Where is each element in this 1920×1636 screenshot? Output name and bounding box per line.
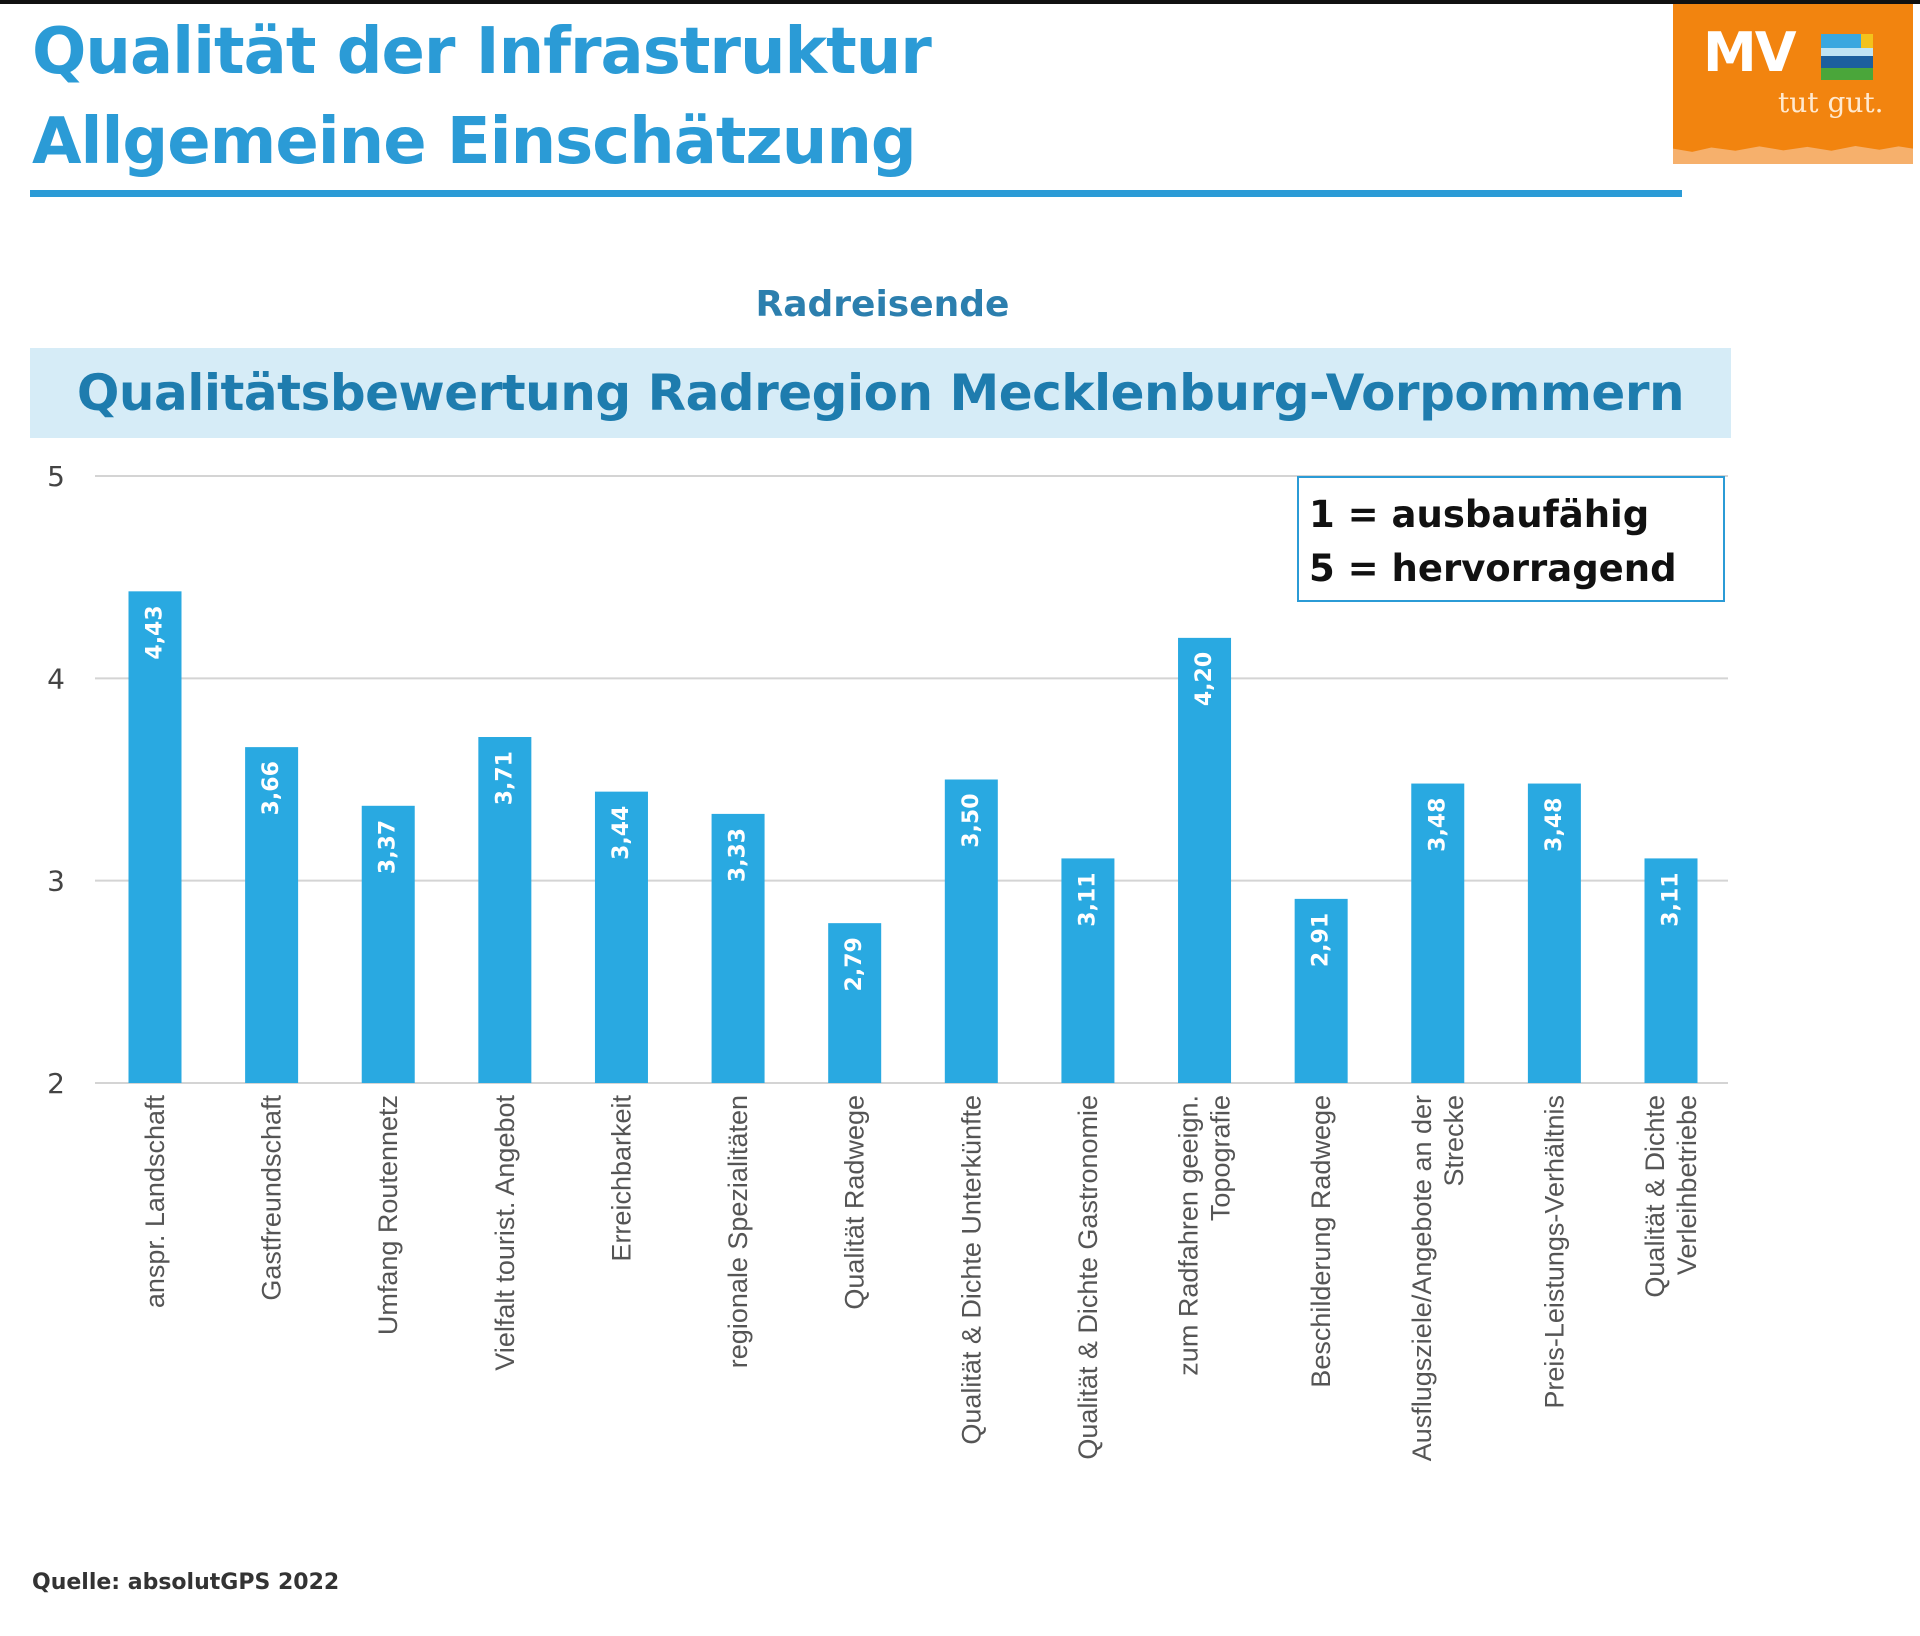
data-label: 3,48	[1542, 798, 1567, 852]
bar	[1061, 858, 1115, 1083]
data-label: 3,11	[1659, 872, 1684, 926]
category-label: Umfang Routennetz	[373, 1095, 403, 1335]
data-label: 3,37	[376, 820, 401, 874]
category-label: Strecke	[1439, 1095, 1469, 1187]
data-label: 4,20	[1192, 652, 1217, 706]
data-label: 3,11	[1075, 872, 1100, 926]
y-tick-label: 5	[47, 460, 65, 493]
source-note: Quelle: absolutGPS 2022	[32, 1570, 340, 1595]
bar	[711, 813, 765, 1083]
category-label: zum Radfahren geeign.	[1174, 1095, 1204, 1376]
mv-logo: MV tut gut.	[1673, 4, 1913, 164]
logo-torn-edge	[1673, 145, 1913, 164]
bar	[128, 591, 182, 1083]
page-title-line1: Qualität der Infrastruktur	[32, 15, 932, 89]
legend-line-1: 1 = ausbaufähig	[1309, 493, 1650, 536]
bars	[128, 591, 1698, 1083]
category-label: Qualität & Dichte Unterkünfte	[956, 1095, 986, 1445]
chart-title: Qualitätsbewertung Radregion Mecklenburg…	[76, 364, 1685, 422]
data-label: 2,91	[1309, 913, 1334, 967]
category-label: Qualität Radwege	[840, 1095, 870, 1310]
data-label: 2,79	[842, 937, 867, 991]
category-label: regionale Spezialitäten	[723, 1095, 753, 1368]
bar-chart: 2 3 4 5 4,43 3,66 3,37 3,71 3,44 3,33 2,79 3,50 3,1…	[47, 460, 1728, 1462]
bar	[1411, 783, 1465, 1083]
title-underline	[30, 190, 1682, 197]
landscape-flag-icon	[1821, 34, 1873, 80]
data-labels: 4,43 3,66 3,37 3,71 3,44 3,33 2,79 3,50 3,11 4,20…	[143, 605, 1684, 991]
data-label: 3,44	[609, 806, 634, 860]
data-label: 3,71	[492, 751, 517, 805]
data-label: 3,33	[726, 828, 751, 882]
data-label: 3,50	[959, 794, 984, 848]
bar	[1644, 858, 1698, 1083]
scale-legend: 1 = ausbaufähig 5 = hervorragend	[1297, 476, 1725, 602]
bar	[361, 805, 415, 1083]
bar	[1178, 637, 1232, 1083]
bar	[594, 791, 648, 1083]
logo-tagline: tut gut.	[1778, 86, 1884, 119]
bar	[1294, 898, 1348, 1083]
y-tick-label: 2	[47, 1067, 65, 1100]
top-border	[0, 0, 1920, 4]
bar	[245, 747, 299, 1083]
chart-title-band: Qualitätsbewertung Radregion Mecklenburg…	[30, 348, 1731, 438]
category-labels: anspr. Landschaft Gastfreundschaft Umfang …	[140, 1095, 1702, 1462]
category-label: Erreichbarkeit	[606, 1095, 636, 1262]
bar	[828, 923, 882, 1083]
category-label: Vielfalt tourist. Angebot	[490, 1095, 520, 1371]
bar	[1527, 783, 1581, 1083]
bar	[478, 737, 532, 1083]
page-title-line2: Allgemeine Einschätzung	[32, 105, 917, 179]
category-label: Ausflugsziele/Angebote an der	[1407, 1095, 1437, 1461]
category-label: Qualität & Dichte	[1640, 1095, 1670, 1298]
y-axis-ticks: 2 3 4 5	[47, 460, 65, 1100]
category-label: Gastfreundschaft	[257, 1095, 287, 1301]
category-label: Verleihbetriebe	[1672, 1095, 1702, 1275]
category-label: Preis-Leistungs-Verhältnis	[1539, 1095, 1569, 1409]
y-tick-label: 4	[47, 662, 65, 695]
category-label: Beschilderung Radwege	[1306, 1095, 1336, 1388]
data-label: 4,43	[143, 605, 168, 659]
data-label: 3,66	[259, 761, 284, 815]
bar	[944, 779, 998, 1083]
logo-brand-text: MV	[1703, 21, 1797, 84]
category-label: Topografie	[1206, 1095, 1236, 1221]
category-label: anspr. Landschaft	[140, 1095, 170, 1309]
y-tick-label: 3	[47, 865, 65, 898]
category-label: Qualität & Dichte Gastronomie	[1073, 1095, 1103, 1460]
chart-subtitle: Radreisende	[755, 284, 1010, 325]
data-label: 3,48	[1425, 798, 1450, 852]
legend-line-2: 5 = hervorragend	[1309, 547, 1677, 590]
